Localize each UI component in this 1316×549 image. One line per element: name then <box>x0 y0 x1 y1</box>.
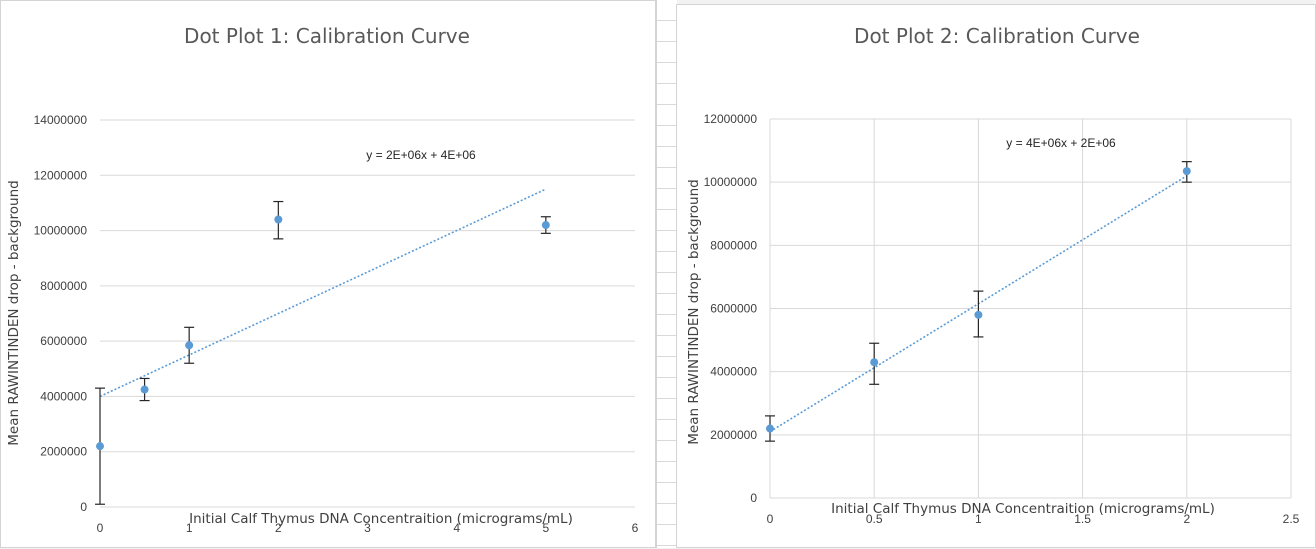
chart-1-y-tick-label: 6000000 <box>40 334 87 348</box>
chart-2-marks <box>765 161 1192 442</box>
chart-2-x-tick-label: 2.5 <box>1283 512 1300 526</box>
chart-1-title: Dot Plot 1: Calibration Curve <box>184 24 470 48</box>
chart-1-y-tick-label: 2000000 <box>40 445 87 459</box>
chart-1-x-tick-label: 3 <box>364 521 371 535</box>
chart-2-svg: Dot Plot 2: Calibration Curve 0 2000000 40… <box>686 24 1300 526</box>
chart-1-x-axis-title: Initial Calf Thymus DNA Concentraition (… <box>189 511 573 527</box>
chart-1-data-point <box>274 215 283 224</box>
chart-2-data-point <box>870 358 879 367</box>
chart-2-grid <box>769 118 1292 499</box>
chart-2-y-tick-label: 10000000 <box>704 175 758 189</box>
chart-2-x-tick-label: 0.5 <box>866 512 883 526</box>
chart-2-x-tick-label: 0 <box>767 512 774 526</box>
chart-1-data-point <box>140 385 149 394</box>
chart-2-data-point <box>974 310 983 319</box>
chart-2-y-axis-title: Mean RAWINTINDEN drop - background <box>686 179 702 444</box>
chart-1-data-point <box>96 442 104 451</box>
chart-1-trendline-group <box>99 188 547 398</box>
chart-1-y-tick-label: 4000000 <box>40 389 87 403</box>
chart-1-y-axis-title: Mean RAWINTINDEN drop - background <box>6 180 22 445</box>
chart-1-y-tick-label: 10000000 <box>34 224 88 238</box>
chart-1-y-tick-label: 0 <box>80 500 87 514</box>
chart-1-trendline-label: y = 2E+06x + 4E+06 <box>366 148 476 162</box>
chart-1-data-point <box>185 341 194 350</box>
chart-1-y-tick-label: 14000000 <box>34 113 88 127</box>
chart-2-x-tick-label: 1 <box>975 512 982 526</box>
chart-1-panel: Dot Plot 1: Calibration Curve 0 2000000 40… <box>0 0 656 548</box>
chart-2-x-tick-label: 1.5 <box>1074 512 1091 526</box>
chart-1-grid <box>100 119 635 508</box>
chart-1-ticks: 0200000040000006000000800000010000000120… <box>34 113 639 535</box>
chart-1-trendline <box>99 188 547 398</box>
chart-2-y-tick-label: 2000000 <box>710 428 757 442</box>
chart-1-svg: Dot Plot 1: Calibration Curve 0200000040… <box>6 24 639 535</box>
spreadsheet-gap <box>656 0 677 548</box>
chart-1-x-tick-label: 5 <box>542 521 549 535</box>
chart-2-data-point <box>1182 167 1191 176</box>
chart-2-data-point <box>766 424 774 433</box>
chart-2-y-tick-label: 6000000 <box>710 302 757 316</box>
chart-2-y-tick-label: 12000000 <box>704 112 758 126</box>
chart-1-x-tick-label: 6 <box>632 521 639 535</box>
chart-2-x-axis-title: Initial Calf Thymus DNA Concentraition (… <box>831 501 1215 517</box>
chart-1-y-tick-label: 12000000 <box>34 168 88 182</box>
chart-2-ticks: 0200000040000006000000800000010000000120… <box>704 112 1300 526</box>
chart-2-x-tick-label: 2 <box>1183 512 1190 526</box>
chart-1-x-tick-label: 1 <box>186 521 193 535</box>
chart-1-x-tick-label: 4 <box>453 521 460 535</box>
chart-1-data-point <box>541 221 550 230</box>
chart-1-y-tick-label: 8000000 <box>40 279 87 293</box>
chart-2-y-tick-label: 4000000 <box>710 365 757 379</box>
chart-1-x-tick-label: 0 <box>97 521 104 535</box>
chart-1-marks <box>95 200 551 505</box>
chart-2-y-tick-label: 8000000 <box>710 238 757 252</box>
chart-2-title: Dot Plot 2: Calibration Curve <box>854 24 1140 48</box>
chart-2-panel: Dot Plot 2: Calibration Curve 0 2000000 40… <box>676 4 1316 548</box>
chart-1-x-tick-label: 2 <box>275 521 282 535</box>
chart-2-y-tick-label: 0 <box>750 491 757 505</box>
chart-2-trendline-label: y = 4E+06x + 2E+06 <box>1006 136 1116 150</box>
